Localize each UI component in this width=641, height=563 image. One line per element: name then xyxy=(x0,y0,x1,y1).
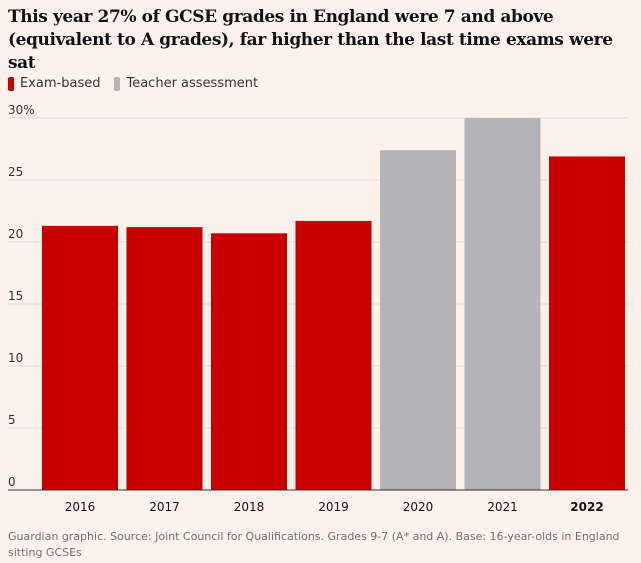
y-tick-label: 10 xyxy=(8,351,23,365)
legend-item-exam-based: Exam-based xyxy=(8,76,100,91)
legend-swatch-teacher-assessment xyxy=(114,76,121,91)
legend-item-teacher-assessment: Teacher assessment xyxy=(114,76,258,91)
x-tick-label: 2019 xyxy=(318,500,349,514)
label-layer: 0 5 10 15 20 25 30% 2016 2017 2018 2019 2020 2021 202… xyxy=(8,103,628,514)
bar-2016 xyxy=(42,225,118,490)
legend: Exam-based Teacher assessment xyxy=(8,76,272,91)
y-tick-label: 25 xyxy=(8,165,23,179)
bar-2017 xyxy=(126,227,203,490)
bar-2018 xyxy=(211,233,287,490)
y-tick-label: 15 xyxy=(8,289,23,303)
x-tick-label: 2018 xyxy=(234,500,265,514)
bar-2019 xyxy=(295,220,372,491)
legend-label-exam-based: Exam-based xyxy=(20,76,101,91)
y-tick-label: 20 xyxy=(8,227,23,241)
legend-label-teacher-assessment: Teacher assessment xyxy=(126,76,259,91)
bar-2021 xyxy=(464,118,541,490)
x-tick-label: 2016 xyxy=(65,500,96,514)
y-tick-label: 5 xyxy=(8,413,16,427)
y-tick-label: 30% xyxy=(8,103,35,117)
x-tick-label: 2022 xyxy=(570,500,603,514)
bar-chart: 0 5 10 15 20 25 30% 2016 2017 2018 2019 2020 2021 202… xyxy=(8,103,628,514)
bar-layer xyxy=(42,118,625,491)
x-tick-label: 2020 xyxy=(403,500,434,514)
legend-swatch-exam-based xyxy=(8,76,14,91)
x-tick-label: 2021 xyxy=(487,500,518,514)
y-tick-label: 0 xyxy=(8,475,16,489)
chart-title: This year 27% of GCSE grades in England … xyxy=(8,7,613,73)
source-note: Guardian graphic. Source: Joint Council … xyxy=(8,530,620,559)
bar-2022 xyxy=(549,156,625,490)
x-tick-label: 2017 xyxy=(149,500,180,514)
bar-2020 xyxy=(380,150,456,491)
